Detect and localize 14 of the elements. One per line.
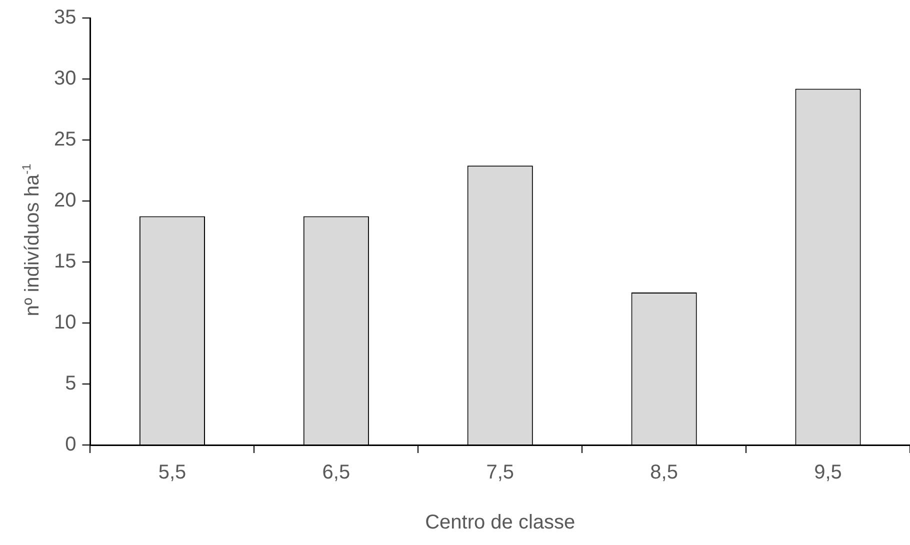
y-tick-label: 25: [54, 128, 76, 151]
x-axis-title: Centro de classe: [425, 512, 576, 534]
y-tick-label: 0: [65, 434, 76, 456]
y-tick-label: 15: [54, 250, 76, 273]
y-tick-label: 20: [54, 190, 76, 212]
y-tick-label: 5: [65, 372, 76, 395]
x-tick-label: 8,5: [650, 462, 678, 484]
y-tick-label: 35: [54, 6, 76, 29]
y-tick-label: 30: [54, 68, 76, 90]
y-tick-label: 10: [54, 312, 76, 334]
x-tick-label: 5,5: [158, 462, 186, 484]
x-tick-label: 7,5: [486, 462, 514, 484]
x-tick-label: 9,5: [814, 462, 842, 484]
x-tick-label: 6,5: [322, 462, 350, 484]
